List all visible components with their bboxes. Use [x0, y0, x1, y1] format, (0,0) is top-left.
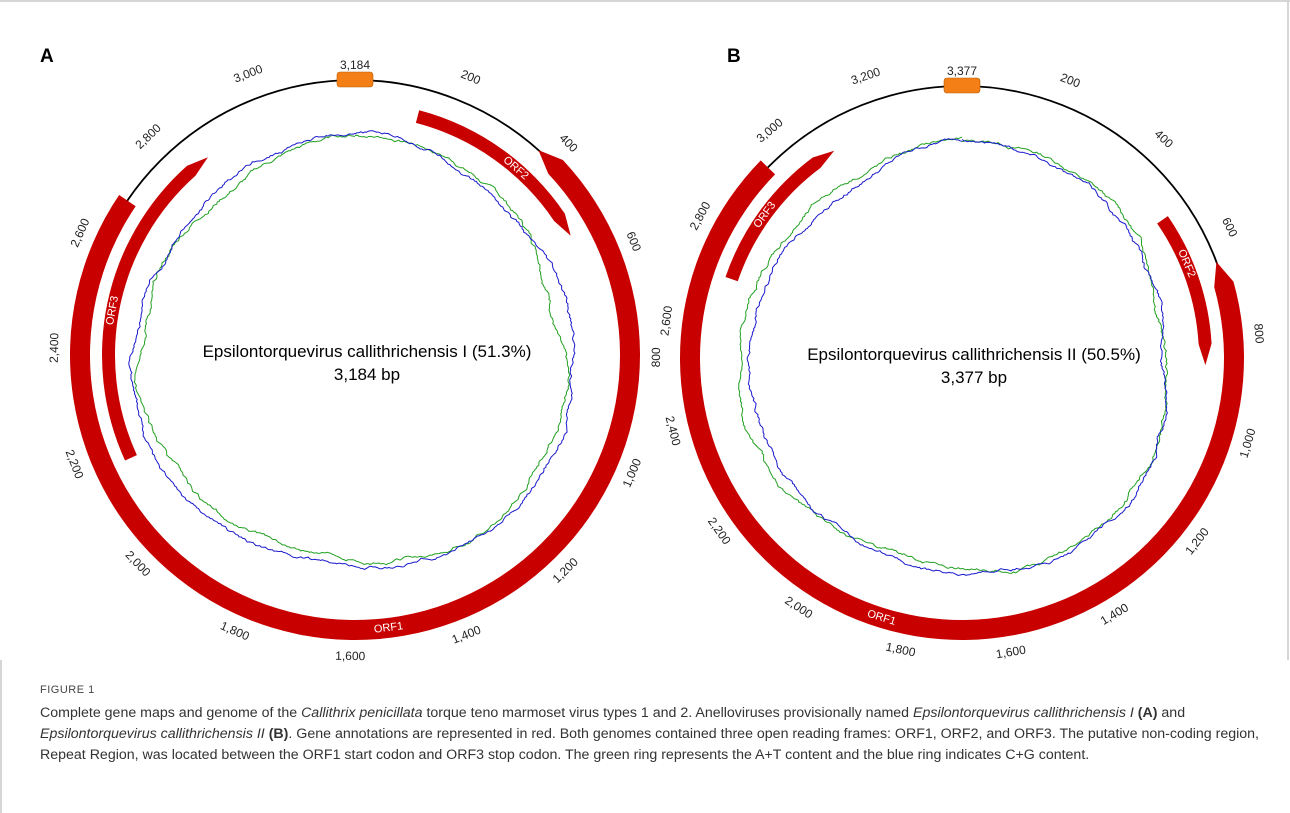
orf-label-orf2: ORF2 [501, 154, 531, 182]
orf-arrow-orf3 [102, 157, 208, 461]
tick-label: 2,600 [658, 305, 676, 337]
orf-label-orf2: ORF2 [1175, 248, 1197, 280]
tick-label: 600 [1219, 215, 1241, 239]
panel-letter: A [40, 46, 54, 67]
tick-label: 800 [1251, 323, 1267, 344]
caption-ref-b: (B) [268, 726, 289, 742]
tick-label: 400 [557, 131, 581, 155]
caption-virus-a: Epsilontorquevirus callithrichensis I [913, 705, 1134, 721]
tick-label: 2,600 [67, 216, 92, 249]
repeat-region-box [943, 77, 981, 94]
tick-label: 2,800 [132, 121, 164, 152]
tick-label: 1,800 [884, 640, 917, 660]
cg-content-ring [128, 130, 576, 570]
repeat-region-box [336, 71, 374, 88]
tick-label: 2,000 [782, 593, 815, 621]
at-content-ring [133, 134, 571, 566]
orf-label-orf3: ORF3 [104, 295, 121, 326]
orf-label-orf1: ORF1 [373, 620, 404, 635]
tick-label: 200 [459, 67, 483, 88]
repeat-region-label: 3,184 [340, 58, 370, 72]
tick-label: 1,200 [1182, 525, 1212, 558]
tick-label: 3,200 [849, 64, 882, 87]
genome-name: Epsilontorquevirus callithrichensis II (… [807, 345, 1141, 364]
tick-label: 400 [1152, 127, 1176, 151]
caption-text: Complete gene maps and genome of the Cal… [40, 703, 1260, 766]
tick-label: 2,200 [705, 515, 734, 548]
panel-a: A ORF1 ORF2 ORF3 3,184 200 400 600 800 1,000 1,200… [40, 46, 663, 663]
tick-label: 3,000 [232, 62, 265, 86]
tick-label: 2,200 [63, 448, 87, 481]
genome-length: 3,184 bp [334, 365, 400, 384]
tick-label: 1,200 [550, 555, 581, 586]
genome-length: 3,377 bp [941, 368, 1007, 387]
orf-arrow-orf3 [725, 150, 835, 282]
panel-letter: B [727, 46, 741, 67]
caption-part: . Gene annotations are represented in re… [40, 726, 1259, 763]
orf-arrow-orf1 [679, 160, 1244, 641]
genome-name: Epsilontorquevirus callithrichensis I (5… [203, 342, 532, 361]
caption-part: torque teno marmoset virus types 1 and 2… [422, 705, 914, 721]
tick-label: 1,800 [218, 619, 251, 644]
figure-label: FIGURE 1 [40, 684, 95, 696]
tick-label: 200 [1058, 70, 1082, 90]
tick-label: 2,400 [663, 415, 684, 448]
cg-content-ring [746, 138, 1168, 577]
orf-arrow-orf1 [70, 150, 641, 641]
repeat-region-label: 3,377 [947, 64, 977, 78]
figure-caption: FIGURE 1 Complete gene maps and genome o… [40, 684, 1260, 766]
tick-label: 1,400 [1098, 600, 1131, 628]
at-content-ring [738, 136, 1169, 574]
tick-label: 2,800 [687, 199, 714, 232]
caption-species: Callithrix penicillata [301, 705, 423, 721]
caption-part: Complete gene maps and genome of the [40, 705, 302, 721]
caption-virus-b: Epsilontorquevirus callithrichensis II [40, 726, 265, 742]
caption-part: and [1157, 705, 1186, 721]
tick-label: 2,400 [47, 332, 62, 363]
tick-label: 1,000 [1237, 426, 1259, 459]
orf-arrow-orf2 [1157, 216, 1212, 366]
tick-label: 1,600 [335, 649, 366, 663]
tick-label: 2,000 [123, 548, 154, 580]
tick-label: 600 [624, 230, 645, 254]
tick-label: 800 [649, 347, 663, 367]
caption-ref-a: (A) [1137, 705, 1158, 721]
tick-label: 1,000 [620, 456, 645, 489]
tick-label: 3,000 [754, 115, 786, 145]
tick-label: 1,600 [995, 643, 1027, 662]
tick-label: 1,400 [450, 622, 483, 646]
orf-arrow-orf2 [415, 110, 571, 236]
